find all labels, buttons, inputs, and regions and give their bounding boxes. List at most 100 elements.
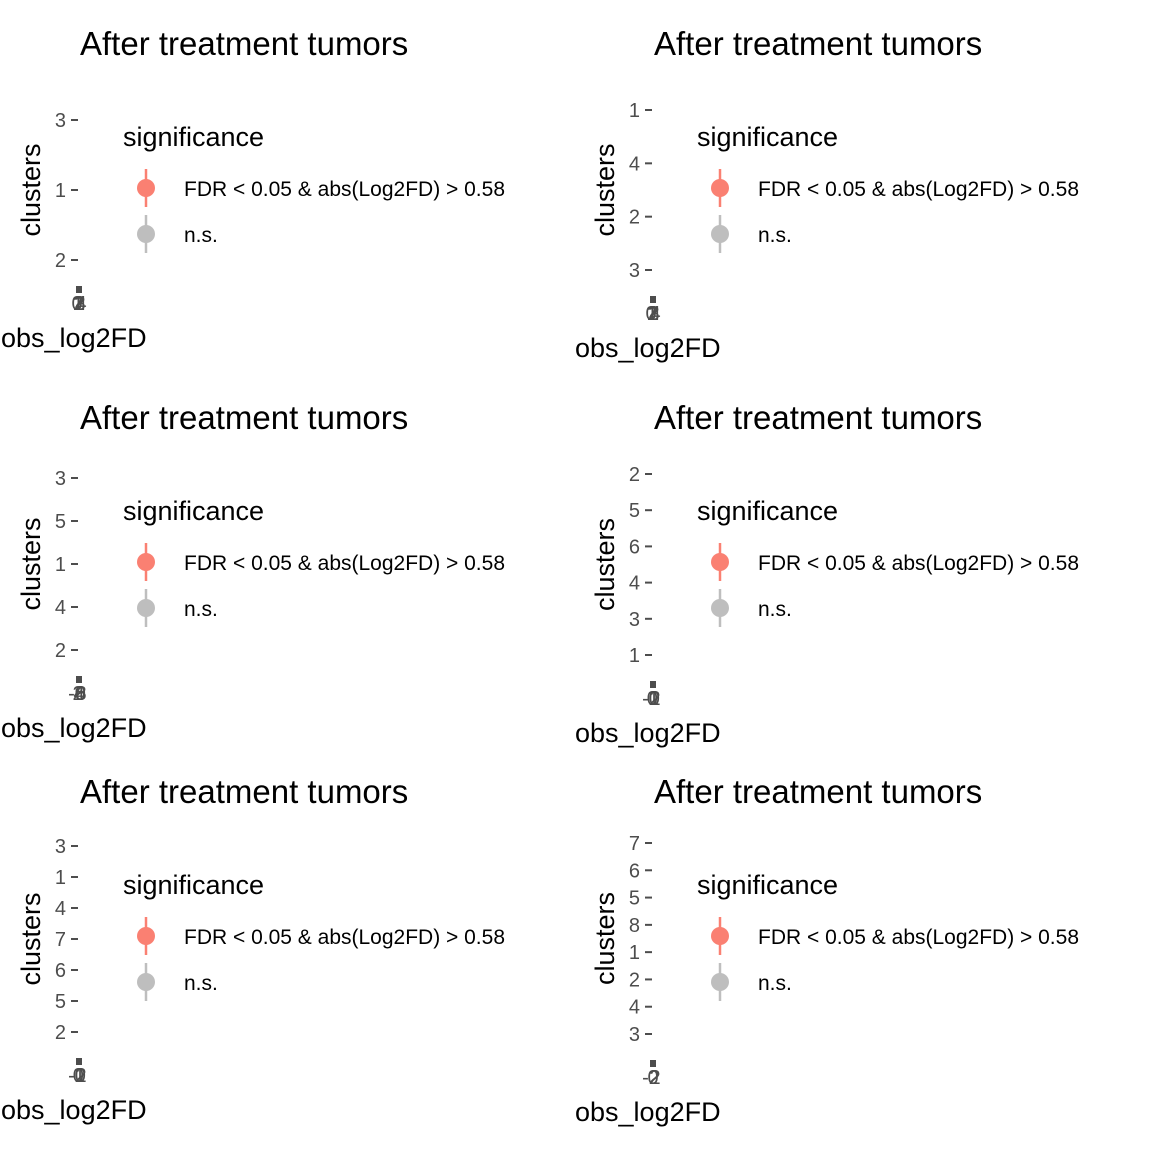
legend-key-point	[711, 599, 729, 617]
y-tick-label: 1	[629, 942, 640, 964]
legend-label: FDR < 0.05 & abs(Log2FD) > 0.58	[758, 178, 1079, 201]
x-tick-label: 4	[75, 293, 86, 315]
x-tick-label: 1	[74, 1065, 85, 1087]
y-axis-title: clusters	[16, 517, 46, 610]
x-axis-title: obs_log2FD	[575, 333, 721, 363]
legend-title: significance	[697, 496, 838, 526]
legend-label: n.s.	[758, 972, 792, 995]
legend-label: n.s.	[184, 224, 218, 247]
legend-key-point	[137, 225, 155, 243]
y-tick-label: 1	[629, 645, 640, 667]
x-tick-label: -0	[68, 683, 86, 705]
x-tick-label: 1	[648, 688, 659, 710]
legend: significance FDR < 0.05 & abs(Log2FD) > 0…	[123, 496, 505, 627]
legend-key-point	[711, 973, 729, 991]
legend-label: FDR < 0.05 & abs(Log2FD) > 0.58	[758, 926, 1079, 949]
legend: significance FDR < 0.05 & abs(Log2FD) > 0…	[697, 870, 1079, 1001]
chart-title: After treatment tumors	[80, 399, 408, 436]
x-axis-title: obs_log2FD	[1, 1095, 147, 1125]
x-tick-label: 2	[73, 293, 84, 315]
legend-label: n.s.	[184, 972, 218, 995]
y-tick-label: 4	[629, 153, 640, 175]
chart-panel: After treatment tumors clusters 3 2 4 1 0 1 2 3 4 o…	[574, 0, 1150, 374]
x-tick-label: 1	[72, 293, 83, 315]
legend-key-point	[711, 225, 729, 243]
y-tick-label: 7	[55, 929, 66, 951]
y-tick-label: 4	[629, 573, 640, 595]
legend-label: n.s.	[758, 224, 792, 247]
legend: significance FDR < 0.05 & abs(Log2FD) > 0…	[123, 122, 505, 253]
y-tick-label: 3	[629, 1024, 640, 1046]
chart-panel: After treatment tumors clusters 3 4 2 1 8 5 6 7 -2…	[574, 748, 1150, 1127]
y-axis-title: clusters	[590, 518, 620, 611]
legend-label: FDR < 0.05 & abs(Log2FD) > 0.58	[184, 926, 505, 949]
y-tick-label: 4	[55, 898, 66, 920]
y-tick-label: 8	[629, 915, 640, 937]
x-tick-label: 4	[649, 303, 660, 325]
y-tick-label: 5	[629, 888, 640, 910]
y-tick-label: 3	[55, 110, 66, 132]
legend: significance FDR < 0.05 & abs(Log2FD) > 0…	[697, 496, 1079, 627]
legend-key-point	[137, 553, 155, 571]
x-tick-label: 1	[646, 303, 657, 325]
y-tick-label: 7	[629, 833, 640, 855]
legend-key-point	[711, 179, 729, 197]
legend: significance FDR < 0.05 & abs(Log2FD) > 0…	[123, 870, 505, 1001]
x-tick-label: 0	[73, 1065, 84, 1087]
legend-key-point	[711, 927, 729, 945]
x-tick-label: -2	[642, 1067, 660, 1089]
x-tick-label: 0	[645, 303, 656, 325]
legend-key-point	[137, 179, 155, 197]
y-tick-label: 6	[55, 960, 66, 982]
y-tick-label: 2	[55, 640, 66, 662]
y-tick-label: 5	[55, 991, 66, 1013]
y-tick-label: 3	[629, 609, 640, 631]
chart-title: After treatment tumors	[654, 399, 982, 436]
chart-title: After treatment tumors	[654, 773, 982, 810]
legend-title: significance	[123, 122, 264, 152]
legend-label: n.s.	[758, 598, 792, 621]
legend-key-point	[711, 553, 729, 571]
x-axis-title: obs_log2FD	[575, 718, 721, 748]
chart-title: After treatment tumors	[80, 25, 408, 62]
legend: significance FDR < 0.05 & abs(Log2FD) > 0…	[697, 122, 1079, 253]
x-tick-label: -0	[68, 1065, 86, 1087]
x-axis-title: obs_log2FD	[575, 1097, 721, 1127]
y-axis-title: clusters	[16, 892, 46, 985]
x-tick-label: 8	[75, 683, 86, 705]
x-tick-label: 2	[649, 1067, 660, 1089]
legend-label: FDR < 0.05 & abs(Log2FD) > 0.58	[758, 552, 1079, 575]
x-tick-label: 2	[72, 683, 83, 705]
y-tick-label: 2	[55, 1022, 66, 1044]
y-tick-label: 6	[629, 860, 640, 882]
chart-panel: After treatment tumors clusters 2 5 6 7 4 1 3 -0 0…	[0, 748, 576, 1125]
legend-title: significance	[123, 496, 264, 526]
y-axis-title: clusters	[590, 892, 620, 985]
legend-title: significance	[697, 870, 838, 900]
y-tick-label: 1	[55, 554, 66, 576]
legend-key-point	[137, 973, 155, 991]
y-tick-label: 3	[55, 836, 66, 858]
chart-panel: After treatment tumors clusters 1 3 4 6 5 2 -0 0 1…	[574, 374, 1150, 748]
legend-title: significance	[123, 870, 264, 900]
x-axis-title: obs_log2FD	[1, 323, 147, 353]
y-tick-label: 5	[55, 511, 66, 533]
chart-svg: After treatment tumorsclusters21301234ob…	[1, 25, 505, 353]
y-tick-label: 2	[629, 464, 640, 486]
x-tick-label: 3	[74, 293, 85, 315]
x-tick-label: 2	[649, 688, 660, 710]
legend-key-point	[137, 927, 155, 945]
y-tick-label: 1	[55, 867, 66, 889]
y-tick-label: 1	[629, 100, 640, 122]
y-tick-label: 6	[629, 536, 640, 558]
chart-svg: After treatment tumorsclusters24153-0246…	[1, 399, 505, 743]
y-axis-title: clusters	[590, 143, 620, 236]
legend-label: n.s.	[184, 598, 218, 621]
y-tick-label: 4	[629, 997, 640, 1019]
y-tick-label: 3	[55, 468, 66, 490]
legend-key-point	[137, 599, 155, 617]
chart-svg: After treatment tumorsclusters134652-001…	[575, 399, 1079, 748]
y-tick-label: 1	[55, 180, 66, 202]
x-tick-label: -0	[642, 688, 660, 710]
legend-label: FDR < 0.05 & abs(Log2FD) > 0.58	[184, 178, 505, 201]
